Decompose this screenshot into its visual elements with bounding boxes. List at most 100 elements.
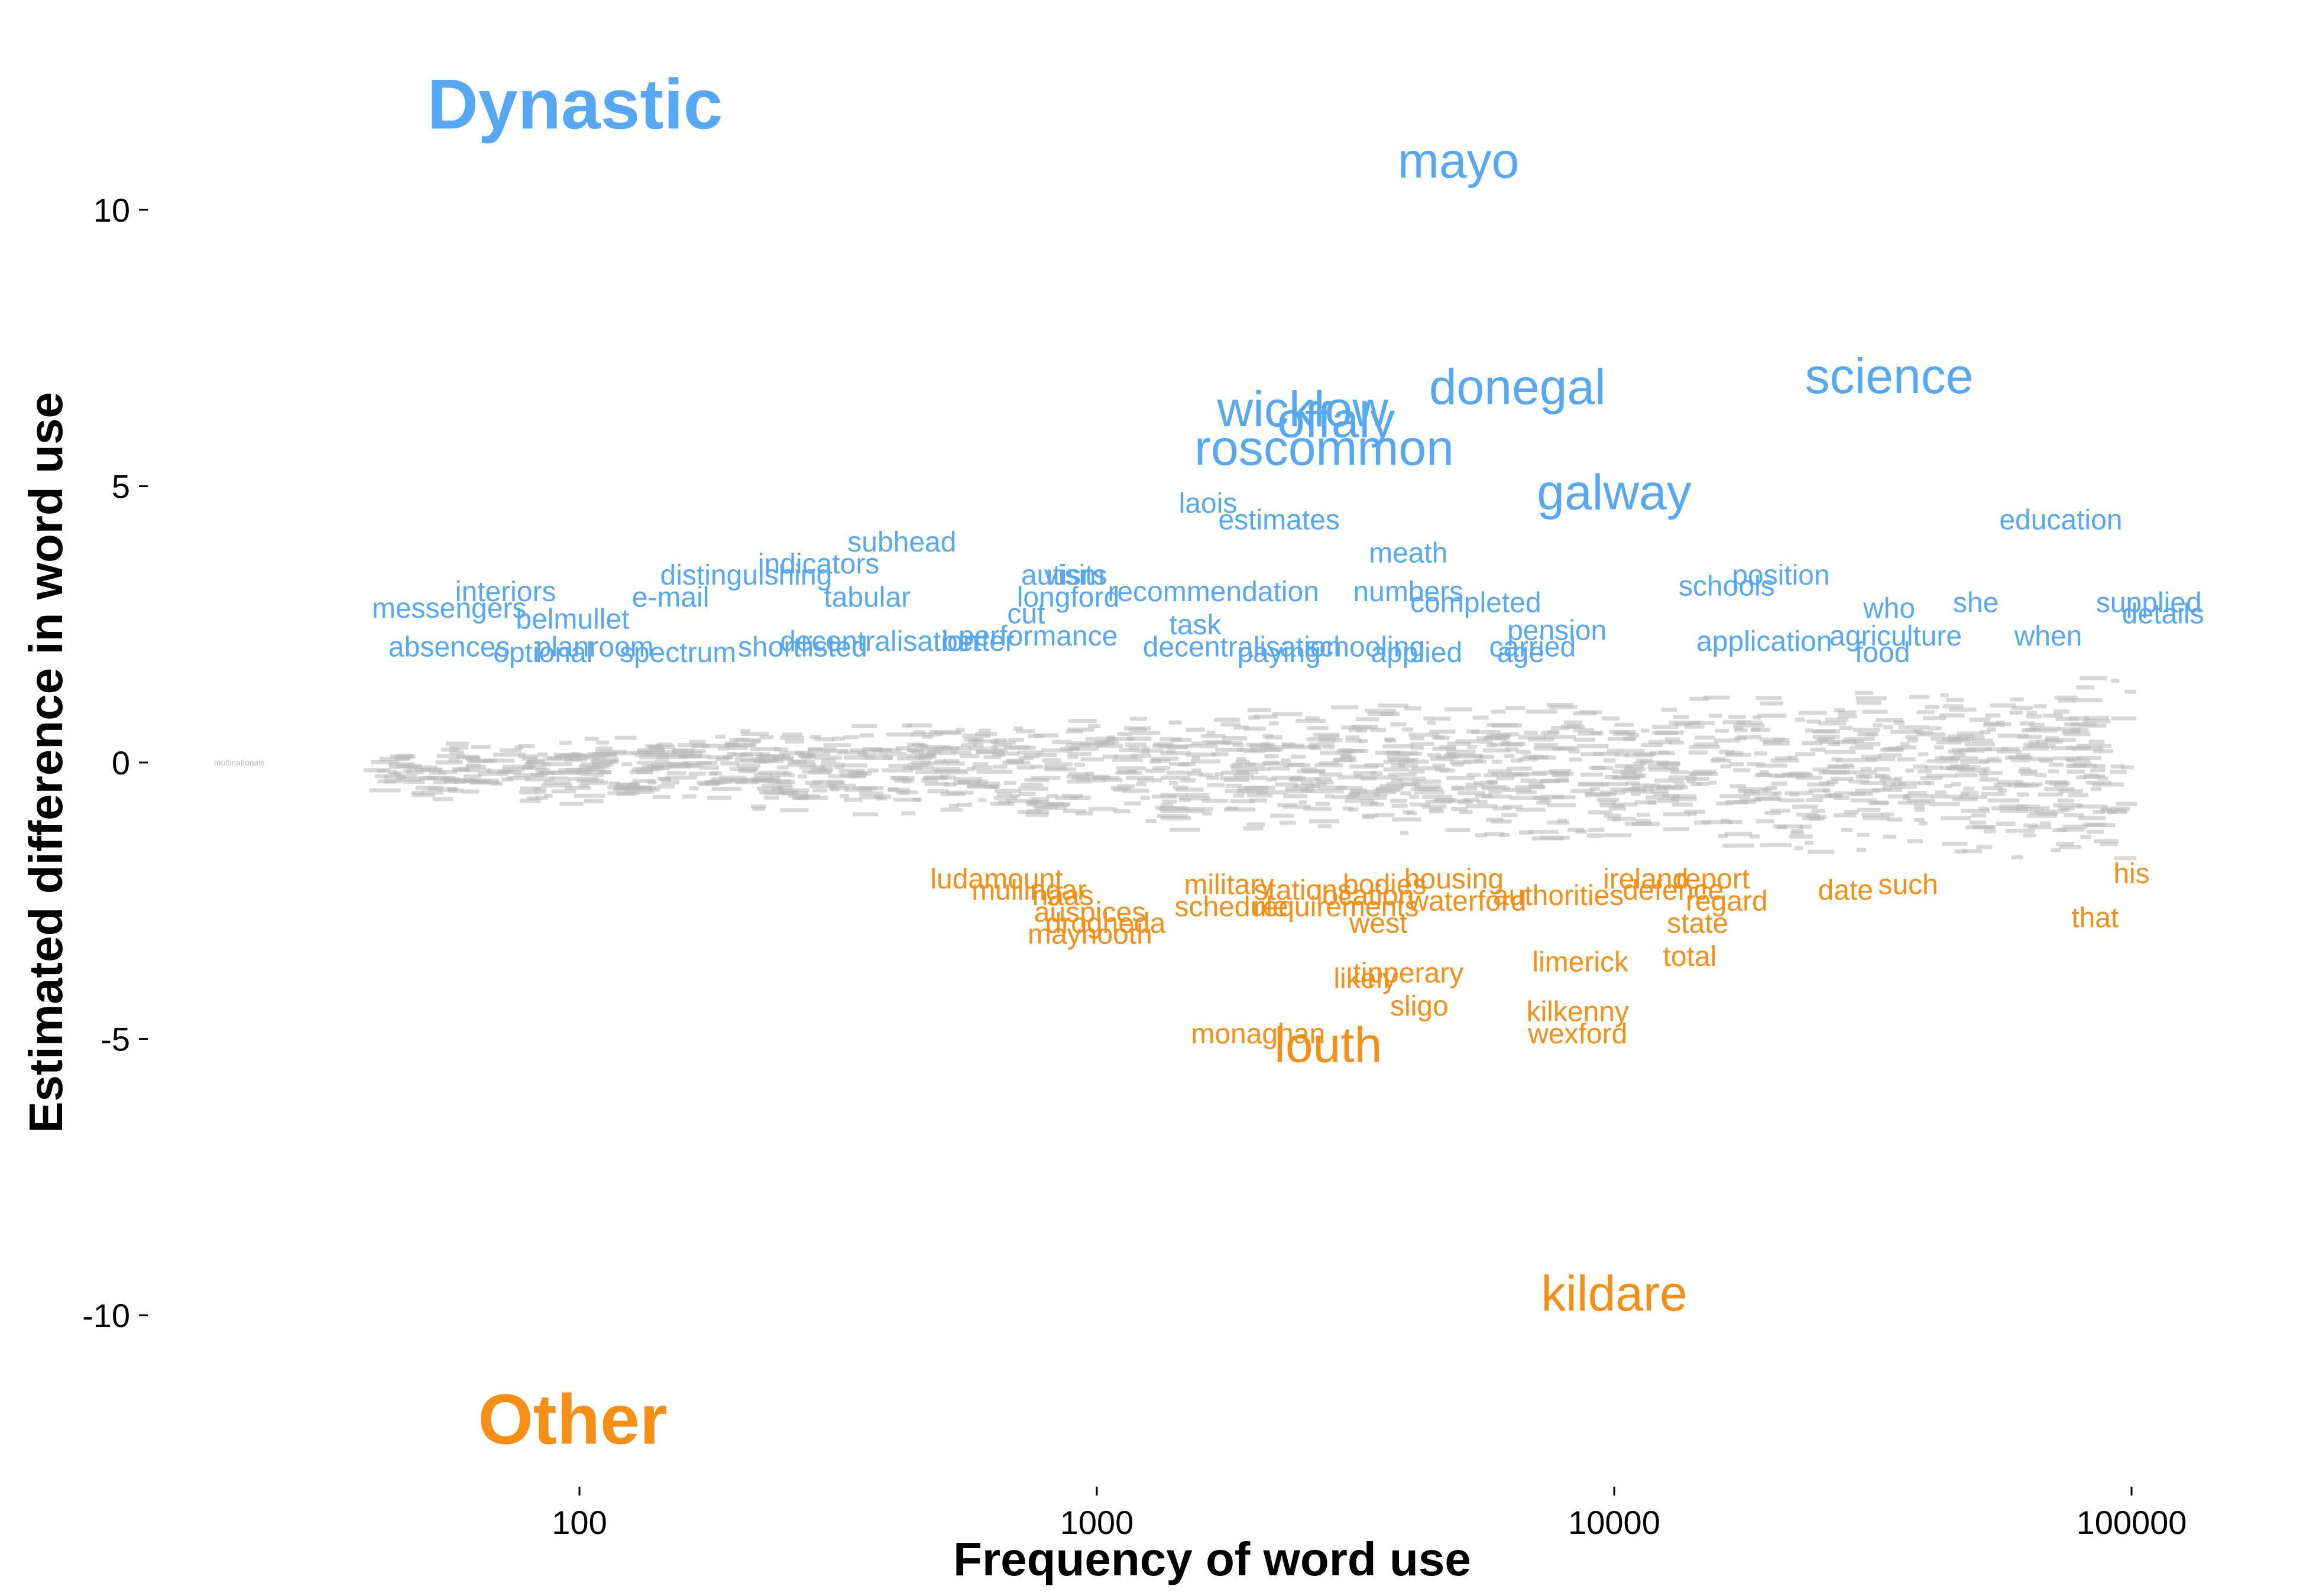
background-word-mark bbox=[935, 759, 947, 763]
background-word-mark bbox=[1779, 799, 1805, 803]
background-word-mark bbox=[1672, 803, 1693, 807]
background-word-mark bbox=[821, 758, 836, 763]
background-word-mark bbox=[1663, 827, 1689, 831]
background-word-mark bbox=[1693, 770, 1716, 774]
word-label: tabular bbox=[824, 582, 911, 613]
background-word-mark bbox=[1832, 757, 1843, 761]
word-label: date bbox=[1818, 875, 1873, 906]
background-word-mark bbox=[1794, 846, 1803, 850]
background-word-mark bbox=[844, 798, 863, 802]
background-word-mark bbox=[734, 757, 765, 761]
background-word-mark bbox=[1331, 705, 1359, 709]
background-word-mark bbox=[1403, 810, 1414, 814]
background-word-mark bbox=[2067, 770, 2085, 774]
background-word-mark bbox=[1924, 781, 1934, 785]
background-word-mark bbox=[2027, 814, 2057, 818]
background-word-cloud bbox=[363, 676, 2137, 861]
background-word-mark bbox=[1067, 752, 1092, 756]
background-word-mark bbox=[444, 778, 473, 783]
background-word-mark bbox=[518, 744, 535, 748]
background-word-mark bbox=[2040, 729, 2058, 733]
background-word-mark bbox=[1021, 783, 1043, 787]
background-word-mark bbox=[1709, 713, 1722, 718]
background-word-mark bbox=[1379, 784, 1404, 788]
background-word-mark bbox=[1763, 740, 1781, 744]
background-word-mark bbox=[614, 736, 636, 740]
background-word-mark bbox=[1316, 802, 1330, 806]
background-word-mark bbox=[1873, 724, 1883, 728]
background-word-mark bbox=[689, 749, 706, 753]
background-word-mark bbox=[1243, 826, 1263, 831]
background-word-mark bbox=[734, 738, 750, 742]
word-label: monaghan bbox=[1191, 1018, 1325, 1050]
y-tick-label: 10 bbox=[93, 192, 130, 229]
background-word-mark bbox=[1764, 811, 1781, 815]
background-word-mark bbox=[427, 787, 438, 791]
background-word-mark bbox=[1161, 751, 1191, 755]
background-word-mark bbox=[1025, 813, 1049, 817]
background-word-mark bbox=[1127, 737, 1152, 741]
background-word-mark bbox=[1607, 748, 1625, 752]
background-word-mark bbox=[1857, 732, 1879, 737]
background-word-mark bbox=[1874, 767, 1890, 771]
background-word-mark bbox=[580, 763, 611, 767]
background-word-mark bbox=[1897, 757, 1916, 761]
background-word-mark bbox=[1232, 743, 1244, 747]
background-word-mark bbox=[2068, 793, 2088, 797]
background-word-mark bbox=[1861, 767, 1872, 771]
word-label: total bbox=[1663, 941, 1716, 972]
background-word-mark bbox=[590, 757, 618, 761]
background-word-mark bbox=[1186, 728, 1204, 732]
background-word-mark bbox=[1856, 696, 1887, 700]
background-word-mark bbox=[830, 787, 839, 791]
background-word-mark bbox=[2069, 728, 2089, 732]
background-word-mark bbox=[1819, 781, 1830, 786]
background-word-mark bbox=[1251, 776, 1267, 780]
background-word-mark bbox=[1141, 750, 1150, 754]
background-word-mark bbox=[1983, 723, 2005, 727]
background-word-mark bbox=[883, 755, 892, 760]
background-word-mark bbox=[501, 752, 526, 757]
background-word-mark bbox=[914, 730, 925, 734]
background-word-mark bbox=[823, 743, 851, 747]
y-tick-label: 5 bbox=[112, 468, 130, 505]
background-word-mark bbox=[564, 758, 587, 762]
background-word-mark bbox=[1017, 765, 1035, 770]
background-word-mark bbox=[1969, 820, 1986, 825]
word-label: messengers bbox=[372, 593, 526, 624]
background-word-mark bbox=[630, 781, 639, 786]
background-word-mark bbox=[2017, 735, 2042, 739]
background-word-mark bbox=[1016, 729, 1035, 733]
background-word-mark bbox=[1883, 835, 1896, 839]
y-axis-title: Estimated difference in word use bbox=[20, 392, 72, 1133]
background-word-mark bbox=[1931, 794, 1950, 799]
background-word-mark bbox=[2045, 736, 2059, 740]
background-word-mark bbox=[1191, 760, 1220, 764]
background-word-mark bbox=[1843, 763, 1854, 767]
background-word-mark bbox=[433, 797, 453, 801]
background-word-mark bbox=[1362, 815, 1375, 819]
background-word-mark bbox=[1166, 771, 1190, 775]
background-word-mark bbox=[1458, 800, 1473, 804]
background-word-mark bbox=[792, 796, 809, 800]
word-label: naas bbox=[1032, 880, 1094, 911]
background-word-mark bbox=[1641, 743, 1663, 747]
background-word-mark bbox=[1141, 796, 1150, 800]
background-word-mark bbox=[2063, 732, 2090, 737]
background-word-mark bbox=[1883, 725, 1893, 729]
word-label: belmullet bbox=[516, 604, 629, 635]
background-word-mark bbox=[1492, 806, 1511, 810]
background-word-mark bbox=[997, 792, 1012, 796]
background-word-mark bbox=[2058, 789, 2083, 793]
background-word-mark bbox=[1899, 725, 1929, 729]
background-word-mark bbox=[1996, 822, 2016, 826]
background-word-mark bbox=[1944, 784, 1952, 788]
background-word-mark bbox=[1757, 773, 1772, 777]
background-word-mark bbox=[1715, 729, 1729, 733]
word-label: roscommon bbox=[1194, 420, 1454, 475]
background-word-mark bbox=[2010, 711, 2023, 715]
background-word-mark bbox=[1756, 819, 1774, 823]
word-label: she bbox=[1953, 588, 1999, 619]
background-word-mark bbox=[1662, 708, 1677, 712]
background-word-mark bbox=[1431, 716, 1450, 721]
